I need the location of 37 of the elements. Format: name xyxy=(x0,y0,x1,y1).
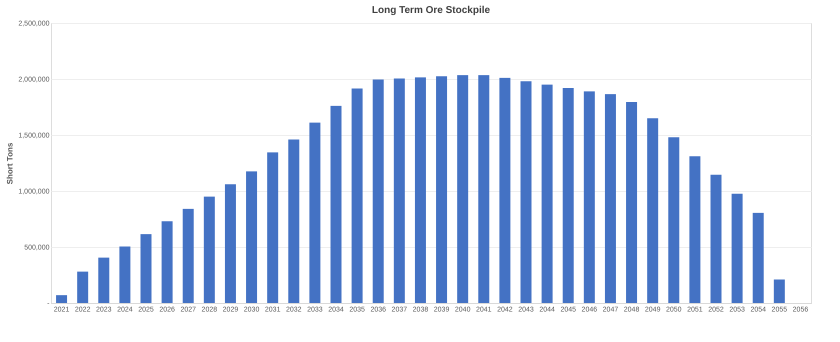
bar xyxy=(288,139,300,303)
chart-title: Long Term Ore Stockpile xyxy=(372,5,491,16)
bar xyxy=(478,75,490,303)
bar xyxy=(119,246,130,303)
bar xyxy=(98,258,110,303)
bar xyxy=(774,279,785,303)
bar xyxy=(246,171,258,303)
bar xyxy=(140,234,152,303)
bar xyxy=(584,91,595,303)
bar xyxy=(520,81,532,303)
bar xyxy=(352,88,363,303)
bar xyxy=(204,196,215,303)
bar xyxy=(394,78,405,303)
bar xyxy=(414,77,426,303)
bar xyxy=(457,75,468,303)
bar xyxy=(710,174,722,303)
bar xyxy=(647,118,658,303)
bar xyxy=(732,194,743,303)
bar xyxy=(330,106,342,303)
bar xyxy=(689,156,700,303)
bar xyxy=(77,272,88,303)
bar xyxy=(309,122,320,303)
bar xyxy=(752,212,764,303)
bar xyxy=(56,295,68,303)
bar xyxy=(267,152,278,303)
bar xyxy=(668,137,680,303)
bar xyxy=(224,184,236,303)
bar xyxy=(542,84,553,303)
bar xyxy=(436,76,448,303)
bar xyxy=(162,221,173,303)
bar xyxy=(499,78,510,303)
bar xyxy=(562,88,574,303)
bar xyxy=(372,80,384,303)
bar xyxy=(626,102,638,303)
bar xyxy=(604,94,616,303)
bar xyxy=(182,208,194,303)
y-axis-title: Short Tons xyxy=(5,142,14,184)
